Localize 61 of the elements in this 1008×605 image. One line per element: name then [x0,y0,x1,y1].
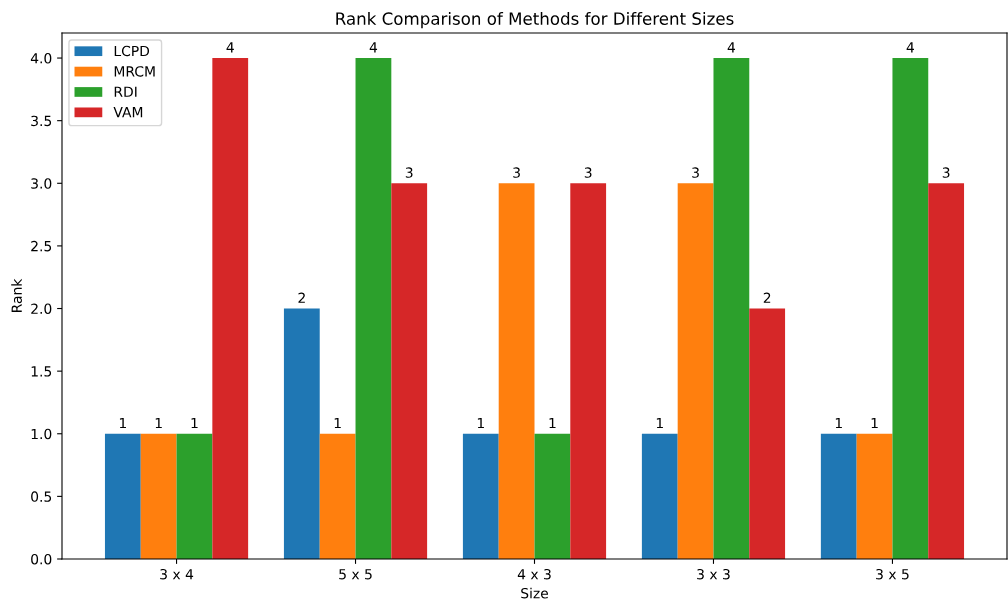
data-label: 1 [334,417,341,429]
bar [892,58,929,559]
legend-label: MRCM [114,66,155,77]
y-tick-label: 1.0 [31,428,52,440]
data-label: 4 [226,42,234,53]
data-label: 1 [549,417,556,429]
data-label: 1 [119,417,126,429]
data-label: 4 [369,42,378,53]
x-tick-label: 5 x 5 [339,569,372,580]
y-tick-label: 2.5 [31,240,52,252]
legend-label: RDI [114,86,137,97]
legend-label: LCPD [114,45,150,57]
bar [104,433,141,559]
y-tick-label: 4.0 [30,53,52,64]
bar [498,183,535,559]
y-tick-label: 0.0 [31,553,52,565]
bar [749,308,786,559]
x-tick-label: 3 x 4 [160,568,194,580]
bar [319,433,356,559]
bar [176,433,213,559]
data-label: 3 [513,167,520,178]
data-label: 1 [191,417,198,429]
data-label: 4 [727,42,736,53]
y-tick-label: 2.0 [31,303,52,314]
data-label: 1 [656,417,663,429]
bar [140,433,177,559]
y-axis-title: Rank [11,278,22,312]
bar [677,183,714,559]
bar [462,433,499,559]
bar [283,308,320,559]
x-tick-label: 3 x 5 [876,568,909,580]
data-label: 3 [942,167,950,178]
bar [820,433,857,559]
data-label: 1 [155,417,162,429]
data-label: 1 [477,417,484,429]
y-tick-label: 1.5 [31,366,52,377]
data-label: 4 [906,42,914,53]
data-label: 3 [584,167,592,178]
x-tick-label: 3 x 3 [697,568,730,580]
data-label: 2 [763,292,771,303]
bar [534,433,571,559]
legend-label: VAM [113,107,143,118]
y-tick-label: 3.5 [31,115,52,127]
data-label: 1 [871,417,878,429]
y-tick-label: 0.5 [31,491,52,502]
bar [856,433,893,559]
data-label: 2 [298,292,305,303]
bar [212,58,249,559]
bar [641,433,678,559]
bar [713,58,750,559]
x-axis-title: Size [521,587,549,599]
chart-title: Rank Comparison of Methods for Different Sizes [336,12,734,29]
bar [355,58,392,559]
data-label: 3 [692,167,699,178]
data-label: 1 [835,417,842,429]
bar [928,183,965,559]
bar [391,183,428,559]
y-tick-label: 3.0 [31,178,52,189]
data-label: 3 [405,167,413,178]
bar [570,183,607,559]
x-tick-label: 4 x 3 [517,568,551,580]
